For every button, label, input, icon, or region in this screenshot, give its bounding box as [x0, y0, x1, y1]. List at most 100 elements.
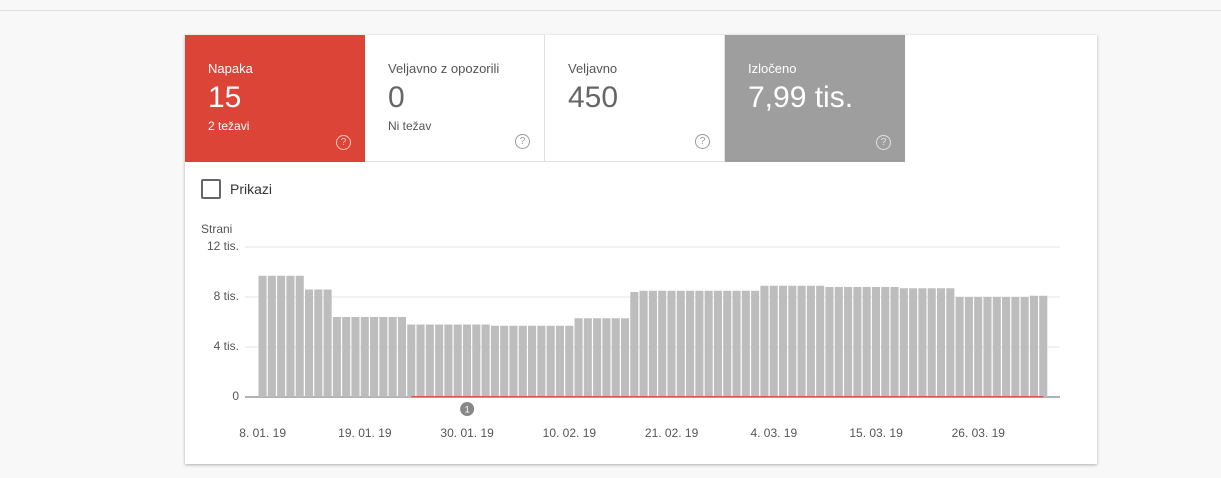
bar: [881, 287, 890, 397]
tile-value: 7,99 tis.: [748, 81, 854, 114]
x-tick-label: 10. 02. 19: [543, 426, 597, 440]
bar: [946, 288, 955, 397]
bar: [555, 325, 565, 397]
bar: [509, 325, 518, 397]
bar: [871, 287, 881, 397]
bar: [351, 317, 360, 397]
x-tick-label: 30. 01. 19: [440, 426, 494, 440]
y-axis-label: Strani: [201, 222, 232, 236]
bar: [834, 287, 843, 397]
bar: [323, 289, 332, 397]
bar: [611, 318, 620, 397]
bar: [825, 287, 834, 397]
warning-tile[interactable]: Veljavno z opozorili 0 Ni težav ?: [365, 35, 545, 162]
help-icon[interactable]: ?: [876, 135, 891, 150]
bar: [258, 275, 267, 397]
bar: [500, 325, 509, 397]
coverage-card: Napaka 15 2 težavi ? Veljavno z opozoril…: [185, 35, 1097, 464]
bar: [974, 297, 983, 397]
x-tick-label: 8. 01. 19: [239, 426, 286, 440]
y-tick-label: 8 tis.: [214, 289, 239, 303]
bar: [435, 324, 444, 397]
bar: [397, 317, 407, 397]
bar: [686, 290, 695, 397]
tile-value: 15: [208, 81, 242, 114]
divider: [0, 10, 1221, 11]
x-tick-label: 26. 03. 19: [952, 426, 1006, 440]
bar: [481, 324, 490, 397]
bar: [899, 288, 908, 397]
bar: [751, 290, 760, 397]
bar: [769, 285, 778, 397]
bar: [1011, 297, 1020, 397]
bar: [1002, 297, 1011, 397]
x-tick-label: 15. 03. 19: [849, 426, 903, 440]
bar: [732, 290, 741, 397]
bar: [964, 297, 973, 397]
x-tick-label: 19. 01. 19: [338, 426, 392, 440]
bar: [918, 288, 927, 397]
checkbox[interactable]: [201, 179, 221, 199]
y-tick-label: 4 tis.: [214, 339, 239, 353]
annotation-marker[interactable]: [460, 402, 475, 416]
bar: [741, 290, 750, 397]
bar: [453, 324, 462, 397]
bar: [667, 290, 676, 397]
help-icon[interactable]: ?: [695, 134, 710, 149]
bar: [909, 288, 918, 397]
bar: [583, 318, 592, 397]
help-icon[interactable]: ?: [515, 134, 530, 149]
tile-label: Napaka: [208, 61, 253, 76]
bar: [658, 290, 667, 397]
bar: [890, 287, 899, 397]
bar: [723, 290, 732, 397]
bar: [806, 285, 815, 397]
bar: [648, 290, 657, 397]
bar: [286, 275, 295, 397]
bar: [462, 324, 472, 397]
bar: [704, 290, 713, 397]
bar: [388, 317, 397, 397]
bar: [407, 324, 416, 397]
chart: Strani 0 4 tis. 8 tis. 12 tis. 8. 01. 19 19. …: [201, 222, 1060, 440]
bar: [267, 275, 276, 397]
bar: [518, 325, 527, 397]
help-icon[interactable]: ?: [336, 135, 351, 150]
bar: [983, 297, 992, 397]
checkbox-label[interactable]: Prikazi: [230, 181, 273, 197]
excluded-tile[interactable]: Izločeno 7,99 tis. ?: [725, 35, 905, 162]
bar: [630, 292, 639, 397]
bar: [528, 325, 537, 397]
bar: [695, 290, 704, 397]
bar: [955, 297, 964, 397]
bar: [713, 290, 723, 397]
tile-sub: 2 težavi: [208, 119, 250, 133]
x-tick-label: 21. 02. 19: [645, 426, 699, 440]
bar: [620, 318, 630, 397]
valid-tile[interactable]: Veljavno 450 ?: [545, 35, 725, 162]
bar: [370, 317, 379, 397]
bar: [295, 275, 304, 397]
y-tick-label: 0: [232, 389, 239, 403]
bar: [602, 318, 611, 397]
bar: [314, 289, 323, 397]
bar: [1039, 295, 1048, 397]
bar: [342, 317, 351, 397]
bar: [816, 285, 825, 397]
bar: [593, 318, 602, 397]
bar: [565, 325, 574, 397]
bar: [676, 290, 685, 397]
bar: [862, 287, 871, 397]
tile-label: Veljavno: [568, 61, 618, 76]
bar: [992, 297, 1001, 397]
bar: [760, 285, 769, 397]
bar: [936, 288, 946, 397]
bar: [472, 324, 481, 397]
tile-value: 450: [568, 81, 619, 114]
error-tile[interactable]: Napaka 15 2 težavi ?: [185, 35, 365, 162]
bar: [379, 317, 388, 397]
bar: [1029, 295, 1039, 397]
bar: [844, 287, 853, 397]
bar: [332, 317, 341, 397]
